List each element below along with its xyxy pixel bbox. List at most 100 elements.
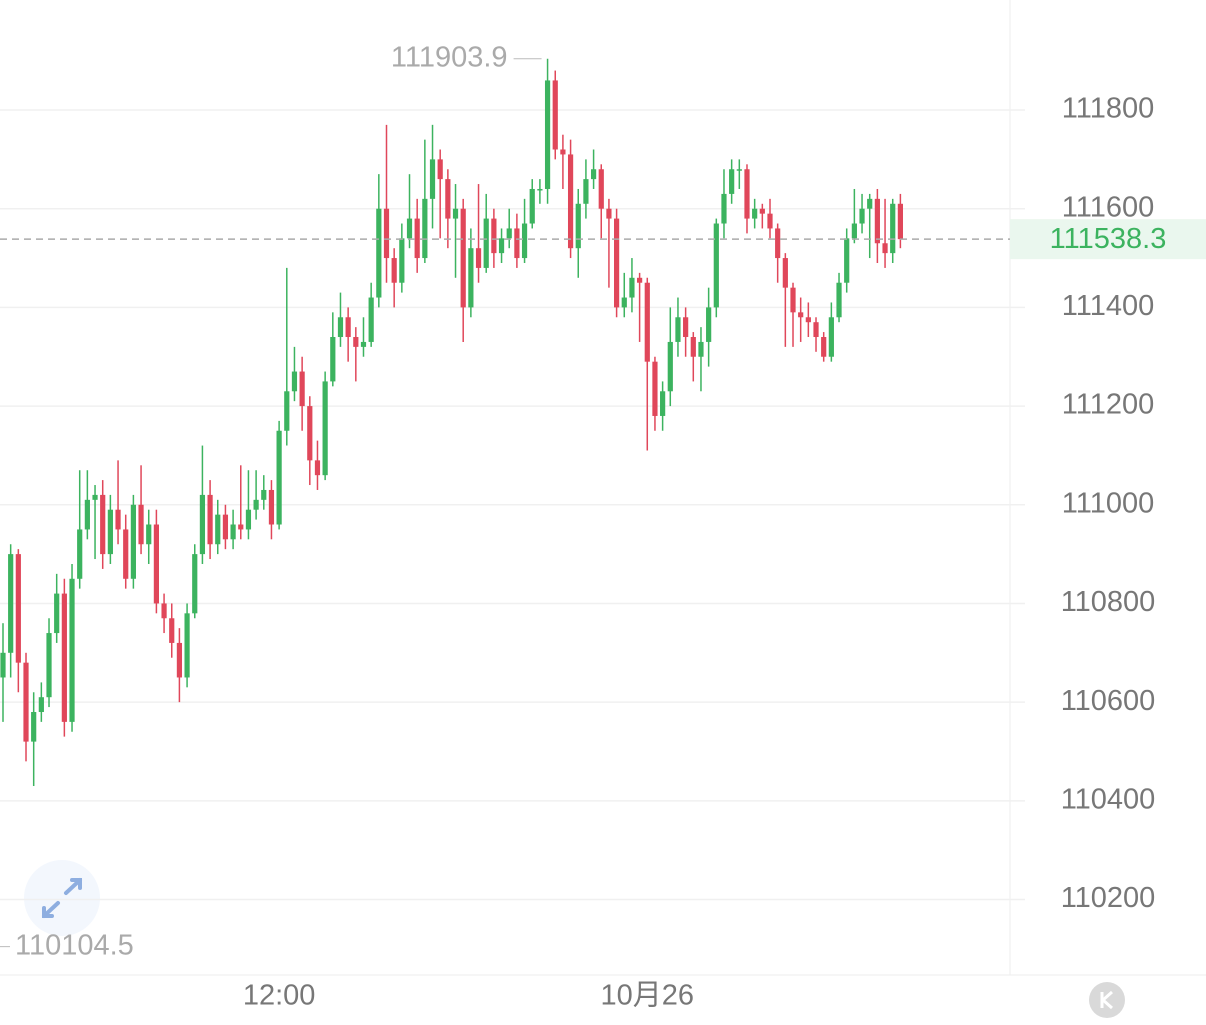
candle-body (161, 603, 167, 619)
expand-button[interactable] (24, 860, 100, 936)
candle-body (844, 238, 850, 283)
last-price-label: 111538.3 (1050, 223, 1167, 255)
y-tick-label: 111200 (1062, 389, 1154, 421)
candle-body (184, 613, 190, 678)
candle-body (690, 337, 696, 357)
candle-body (437, 159, 443, 180)
candle-body (744, 169, 750, 219)
candle-body (276, 430, 282, 525)
candle-body (851, 223, 857, 239)
candle-body (353, 337, 359, 347)
candle-body (345, 317, 351, 338)
candle-body (897, 203, 903, 240)
candle-body (337, 317, 344, 338)
candle-body (138, 504, 144, 545)
candle-body (322, 381, 328, 476)
candle-body (575, 203, 581, 249)
candle-body (445, 179, 451, 219)
y-tick-label: 110200 (1061, 882, 1156, 914)
candle-body (813, 322, 819, 338)
min-label: 110104.5 (15, 929, 134, 961)
candle-body (614, 218, 620, 308)
candle-body (0, 652, 6, 678)
candle-body (107, 509, 113, 555)
y-tick-label: 110400 (1061, 783, 1156, 815)
expand-bg (24, 860, 100, 936)
candle-body (790, 287, 796, 313)
candle-body (207, 494, 213, 545)
candle-body (521, 223, 528, 259)
candle-body (38, 697, 44, 713)
candle-body (560, 149, 566, 155)
candle-body (460, 208, 466, 308)
candle-body (192, 554, 198, 614)
candle-body (698, 341, 704, 357)
candle-body (414, 218, 420, 259)
candle-body (215, 514, 221, 545)
candle-body (644, 282, 650, 362)
candle-body (629, 277, 635, 298)
candle-body (798, 312, 804, 318)
candle-body (567, 154, 574, 249)
candle-body (406, 218, 413, 239)
candle-body (84, 499, 90, 530)
candle-body (683, 317, 689, 338)
candle-body (483, 218, 489, 268)
candle-body (153, 524, 159, 604)
last-price-bg (1010, 219, 1206, 260)
candle-body (805, 317, 811, 323)
candle-body (429, 159, 436, 199)
candle-body (230, 524, 236, 540)
candle-body (222, 514, 229, 540)
expand-icon (42, 878, 82, 918)
candle-body (675, 317, 681, 342)
candle-body (667, 341, 673, 392)
candle-body (245, 509, 252, 530)
candle-body (307, 406, 313, 461)
candle-body (475, 248, 482, 268)
k-button[interactable] (1089, 982, 1125, 1018)
candle-body (314, 460, 321, 476)
candle-body (598, 169, 604, 209)
candle-body (721, 193, 727, 224)
max-label: 111903.9 (391, 41, 508, 73)
candle-body (23, 662, 29, 742)
candle-body (621, 297, 627, 308)
candle-body (130, 504, 136, 579)
candle-body (422, 198, 428, 259)
y-tick-label: 111000 (1062, 487, 1154, 519)
candle-body (498, 238, 505, 254)
candle-body (759, 208, 765, 214)
candle-body (590, 169, 597, 180)
candle-body (491, 218, 497, 254)
candle-body (890, 203, 896, 254)
candle-body (606, 208, 612, 219)
candle-body (828, 317, 834, 357)
candle-body (383, 208, 390, 259)
x-tick-label: 10月26 (601, 980, 695, 1012)
candle-body (100, 494, 106, 555)
candle-body (537, 188, 543, 191)
candle-body (54, 593, 60, 634)
candle-body (146, 524, 152, 545)
candle-body (736, 169, 742, 171)
candle-body (46, 633, 52, 698)
candle-body (176, 642, 183, 678)
candle-body (291, 371, 298, 392)
candle-body (299, 371, 305, 407)
candle-body (706, 307, 712, 342)
candle-body (660, 391, 666, 416)
candle-body (775, 228, 781, 259)
candle-body (284, 391, 290, 431)
candle-body (391, 258, 397, 283)
candle-body (123, 529, 129, 579)
candle-body (253, 499, 259, 510)
candle-body (31, 712, 37, 742)
y-tick-label: 110800 (1061, 586, 1156, 618)
y-tick-label: 111400 (1062, 290, 1154, 322)
candle-body (468, 248, 474, 308)
candle-body (92, 494, 98, 500)
candle-body (368, 297, 374, 342)
